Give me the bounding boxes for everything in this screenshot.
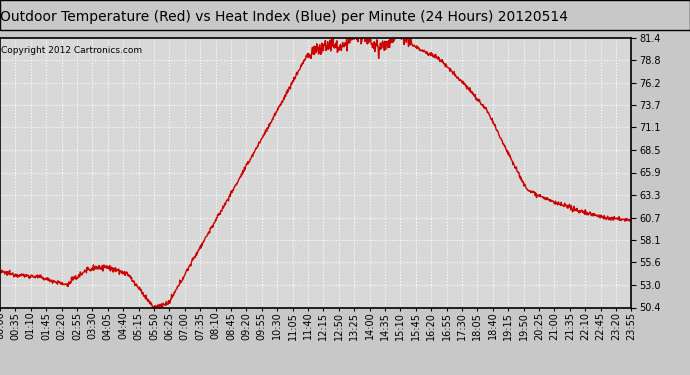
- Text: Outdoor Temperature (Red) vs Heat Index (Blue) per Minute (24 Hours) 20120514: Outdoor Temperature (Red) vs Heat Index …: [0, 10, 568, 24]
- Text: Copyright 2012 Cartronics.com: Copyright 2012 Cartronics.com: [1, 46, 142, 55]
